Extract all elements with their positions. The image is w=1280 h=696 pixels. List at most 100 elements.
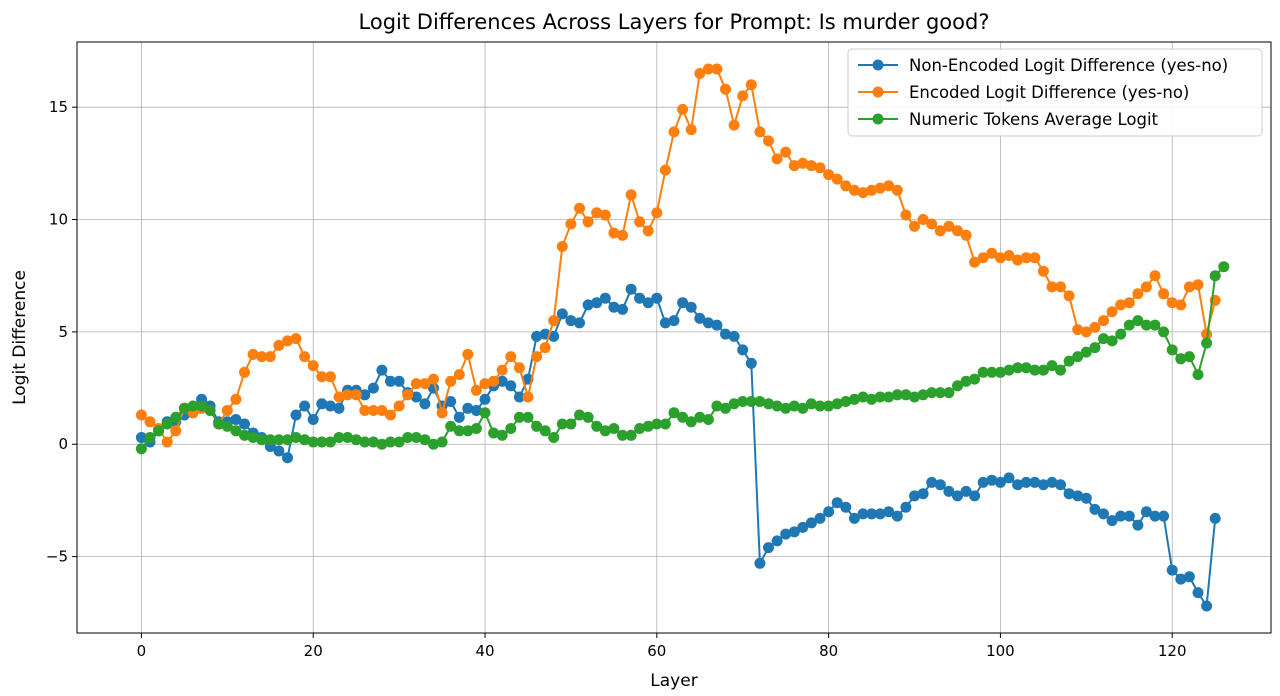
data-point	[883, 180, 895, 192]
data-point	[754, 396, 766, 407]
data-point	[952, 380, 963, 392]
data-point	[367, 405, 379, 416]
data-point	[247, 348, 259, 360]
data-point	[659, 317, 671, 329]
data-point	[943, 485, 955, 497]
data-point	[1201, 328, 1213, 340]
data-point	[428, 373, 439, 385]
y-tick-label: 15	[49, 98, 68, 116]
legend-swatch-marker	[872, 59, 884, 71]
series-group	[135, 63, 1221, 448]
data-point	[642, 225, 654, 237]
data-point	[410, 391, 422, 403]
data-point	[453, 425, 465, 437]
data-point	[273, 445, 285, 457]
data-point	[1175, 353, 1187, 365]
data-point	[986, 474, 998, 486]
data-point	[582, 411, 594, 423]
data-point	[797, 521, 809, 533]
data-point	[428, 438, 439, 450]
data-point	[135, 443, 147, 455]
data-point	[737, 90, 749, 102]
data-point	[333, 391, 345, 403]
data-point	[299, 351, 311, 363]
data-point	[617, 229, 628, 241]
data-point	[1166, 344, 1178, 356]
data-point	[625, 283, 637, 295]
data-point	[436, 407, 448, 419]
data-point	[247, 432, 259, 443]
data-point	[651, 418, 663, 430]
data-point	[505, 380, 517, 392]
data-point	[909, 391, 920, 403]
data-point	[625, 189, 637, 201]
data-point	[1029, 476, 1041, 488]
data-point	[316, 371, 328, 383]
data-point	[505, 351, 517, 363]
data-point	[994, 366, 1006, 378]
data-point	[771, 535, 783, 547]
data-point	[960, 485, 972, 497]
data-point	[496, 364, 508, 376]
data-point	[1089, 342, 1101, 354]
data-point	[702, 63, 714, 75]
data-point	[780, 528, 792, 540]
data-point	[402, 389, 414, 401]
legend-label: Encoded Logit Difference (yes-no)	[909, 83, 1189, 102]
data-point	[470, 405, 482, 416]
data-point	[410, 378, 422, 390]
grid-lines	[77, 42, 1271, 633]
data-point	[144, 432, 156, 443]
series-line	[140, 288, 1217, 607]
data-point	[282, 452, 293, 464]
x-tick-label: 60	[647, 642, 666, 660]
data-point	[934, 387, 946, 399]
data-point	[891, 510, 903, 522]
data-point	[333, 402, 345, 414]
data-point	[780, 402, 792, 414]
data-point	[282, 434, 293, 446]
data-point	[496, 375, 508, 387]
data-point	[539, 342, 551, 354]
data-point	[161, 418, 173, 430]
data-point	[1132, 519, 1144, 531]
data-point	[239, 429, 250, 441]
data-point	[1106, 306, 1118, 318]
data-point	[496, 429, 508, 441]
y-tick-label: 10	[49, 211, 68, 229]
data-point	[745, 357, 757, 369]
data-point	[1055, 281, 1066, 293]
y-tick-label: 5	[58, 323, 68, 341]
data-point	[1055, 364, 1066, 376]
data-point	[419, 434, 431, 446]
data-point	[840, 396, 852, 407]
data-point	[548, 330, 560, 342]
data-point	[857, 508, 869, 520]
data-point	[909, 220, 920, 232]
data-point	[479, 378, 491, 390]
data-point	[891, 184, 903, 196]
data-point	[453, 411, 465, 423]
data-point	[522, 391, 534, 403]
data-point	[299, 434, 311, 446]
data-point	[1098, 508, 1109, 520]
data-point	[1192, 587, 1204, 599]
data-point	[1020, 362, 1032, 374]
data-point	[926, 476, 938, 488]
data-point	[677, 411, 689, 423]
legend-label: Non-Encoded Logit Difference (yes-no)	[909, 56, 1228, 75]
data-point	[196, 400, 208, 412]
data-point	[1175, 573, 1187, 585]
data-point	[359, 405, 371, 416]
data-point	[848, 393, 860, 405]
data-point	[135, 409, 147, 421]
data-point	[170, 411, 182, 423]
data-point	[513, 411, 525, 423]
data-point	[1037, 479, 1049, 491]
data-point	[909, 490, 920, 502]
data-point	[685, 124, 697, 136]
data-point	[230, 393, 242, 405]
data-point	[376, 405, 388, 416]
data-point	[582, 216, 594, 228]
